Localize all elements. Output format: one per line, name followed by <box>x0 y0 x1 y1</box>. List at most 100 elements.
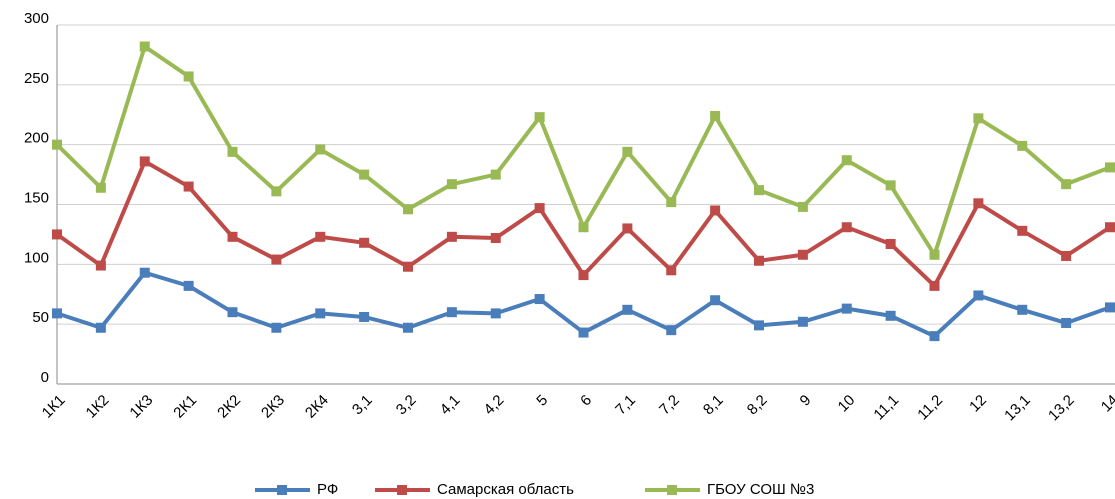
marker <box>1105 302 1115 313</box>
x-tick-label: 1К1 <box>39 392 69 422</box>
x-tick-label: 7,2 <box>656 392 683 419</box>
marker <box>710 295 721 306</box>
x-tick-label: 4,2 <box>481 392 508 419</box>
marker <box>797 316 808 327</box>
marker <box>1061 317 1072 328</box>
marker <box>315 231 326 242</box>
x-tick-label: 5 <box>533 392 551 410</box>
marker <box>95 182 106 193</box>
marker <box>622 223 633 234</box>
x-tick-label: 2К4 <box>302 392 332 422</box>
marker <box>578 222 589 233</box>
marker <box>754 255 764 266</box>
marker <box>315 308 326 319</box>
marker <box>446 307 457 318</box>
x-tick-label: 12 <box>966 392 990 416</box>
marker <box>973 113 984 124</box>
x-tick-label: 3,2 <box>393 392 420 419</box>
x-tick-label: 6 <box>577 392 595 410</box>
x-tick-label: 11,2 <box>914 392 946 424</box>
marker <box>797 249 808 260</box>
x-tick-label: 3,1 <box>349 392 376 419</box>
marker <box>1017 140 1028 151</box>
marker <box>1061 179 1072 190</box>
marker <box>359 169 370 180</box>
marker <box>797 201 808 212</box>
x-tick-label: 9 <box>797 392 815 410</box>
marker <box>490 169 501 180</box>
x-tick-label: 8,1 <box>700 392 727 419</box>
legend-label: ГБОУ СОШ №3 <box>707 481 814 498</box>
marker <box>885 238 896 249</box>
marker <box>227 231 238 242</box>
marker <box>271 186 282 197</box>
x-tick-label: 14 <box>1098 392 1115 416</box>
marker <box>622 304 633 315</box>
marker <box>534 203 545 214</box>
y-tick-label: 50 <box>32 309 49 326</box>
marker <box>139 267 150 278</box>
marker <box>578 327 589 338</box>
x-tick-label: 2К2 <box>214 392 244 422</box>
marker <box>1105 162 1115 173</box>
marker <box>1105 222 1115 233</box>
y-tick-label: 0 <box>41 369 49 386</box>
marker <box>929 249 940 260</box>
marker <box>841 303 852 314</box>
marker <box>666 265 677 276</box>
legend-marker <box>397 485 407 495</box>
marker <box>929 280 940 291</box>
legend-label: Самарская область <box>437 481 574 498</box>
marker <box>1061 250 1072 261</box>
marker <box>1017 304 1028 315</box>
y-tick-label: 200 <box>24 130 49 147</box>
marker <box>666 325 677 336</box>
x-tick-label: 1К3 <box>126 392 156 422</box>
legend-marker <box>667 485 677 495</box>
marker <box>315 144 326 155</box>
x-tick-label: 1К2 <box>83 392 113 422</box>
marker <box>403 322 413 333</box>
y-tick-label: 150 <box>24 189 49 206</box>
marker <box>841 155 852 166</box>
series-line <box>56 270 1111 339</box>
legend-label: РФ <box>317 481 338 498</box>
marker <box>52 139 62 150</box>
marker <box>534 294 545 305</box>
marker <box>403 261 413 272</box>
marker <box>95 322 106 333</box>
marker <box>841 222 852 233</box>
marker <box>52 229 62 240</box>
marker <box>578 270 589 281</box>
marker <box>446 179 457 190</box>
marker <box>227 146 238 157</box>
marker <box>446 231 457 242</box>
marker <box>403 204 413 215</box>
marker <box>183 280 194 291</box>
y-tick-label: 250 <box>24 70 49 87</box>
x-tick-label: 13,2 <box>1045 392 1078 425</box>
marker <box>95 260 106 271</box>
x-tick-label: 7,1 <box>612 392 639 419</box>
marker <box>139 41 150 52</box>
marker <box>183 181 194 192</box>
marker <box>1017 225 1028 236</box>
x-tick-label: 8,2 <box>744 392 771 419</box>
x-tick-label: 2К3 <box>258 392 288 422</box>
marker <box>710 110 721 121</box>
marker <box>885 180 896 191</box>
y-tick-label: 100 <box>24 249 49 266</box>
marker <box>710 205 721 216</box>
marker <box>973 198 984 209</box>
x-tick-label: 13,1 <box>1001 392 1034 425</box>
marker <box>885 310 896 321</box>
marker <box>622 146 633 157</box>
marker <box>534 112 545 123</box>
marker <box>929 331 940 342</box>
marker <box>490 233 501 244</box>
marker <box>227 307 238 318</box>
x-tick-label: 11,1 <box>870 392 902 424</box>
marker <box>271 322 282 333</box>
marker <box>183 71 194 82</box>
